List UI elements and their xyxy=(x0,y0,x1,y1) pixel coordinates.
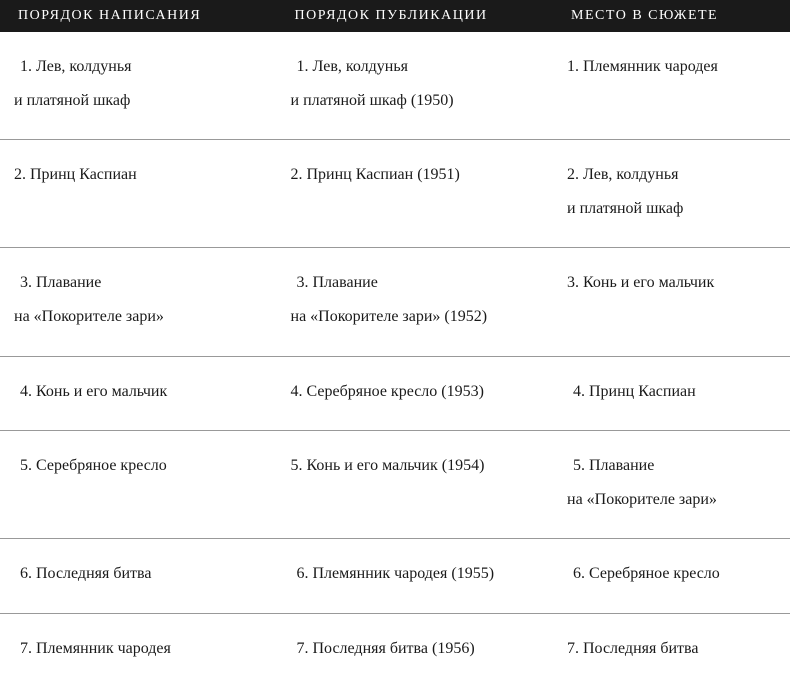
cell-line: 5. Плавание xyxy=(567,449,776,483)
cell-publication: 4. Серебряное кресло (1953) xyxy=(277,356,554,431)
cell-plot: 5. Плавание на «Покорителе зари» xyxy=(553,431,790,539)
cell-line: 7. Племянник чародея xyxy=(14,632,263,666)
cell-line: 1. Лев, колдунья xyxy=(14,50,263,84)
cell-plot: 6. Серебряное кресло xyxy=(553,539,790,614)
cell-publication: 1. Лев, колдунья и платяной шкаф (1950) xyxy=(277,32,554,140)
cell-plot: 7. Последняя битва xyxy=(553,613,790,687)
table-body: 1. Лев, колдунья и платяной шкаф 1. Лев,… xyxy=(0,32,790,688)
table-row: 4. Конь и его мальчик 4. Серебряное крес… xyxy=(0,356,790,431)
cell-line: на «Покорителе зари» (1952) xyxy=(291,300,540,334)
table-row: 6. Последняя битва 6. Племянник чародея … xyxy=(0,539,790,614)
header-plot-order: МЕСТО В СЮЖЕТЕ xyxy=(553,0,790,32)
cell-line: 3. Плавание xyxy=(291,266,540,300)
cell-line: 3. Конь и его мальчик xyxy=(567,266,776,300)
cell-publication: 2. Принц Каспиан (1951) xyxy=(277,140,554,248)
cell-line: 5. Конь и его мальчик (1954) xyxy=(291,449,540,483)
cell-line: 1. Лев, колдунья xyxy=(291,50,540,84)
cell-publication: 6. Племянник чародея (1955) xyxy=(277,539,554,614)
cell-writing: 3. Плавание на «Покорителе зари» xyxy=(0,248,277,356)
cell-line: на «Покорителе зари» xyxy=(567,483,776,517)
cell-publication: 5. Конь и его мальчик (1954) xyxy=(277,431,554,539)
table-row: 1. Лев, колдунья и платяной шкаф 1. Лев,… xyxy=(0,32,790,140)
cell-line: 2. Лев, колдунья xyxy=(567,158,776,192)
header-writing-order: ПОРЯДОК НАПИСАНИЯ xyxy=(0,0,277,32)
cell-publication: 3. Плавание на «Покорителе зари» (1952) xyxy=(277,248,554,356)
cell-writing: 7. Племянник чародея xyxy=(0,613,277,687)
cell-writing: 1. Лев, колдунья и платяной шкаф xyxy=(0,32,277,140)
cell-line: 1. Племянник чародея xyxy=(567,50,776,84)
cell-line: 4. Серебряное кресло (1953) xyxy=(291,375,540,409)
cell-line: 5. Серебряное кресло xyxy=(14,449,263,483)
table-row: 2. Принц Каспиан 2. Принц Каспиан (1951)… xyxy=(0,140,790,248)
cell-line: на «Покорителе зари» xyxy=(14,300,263,334)
cell-plot: 1. Племянник чародея xyxy=(553,32,790,140)
cell-publication: 7. Последняя битва (1956) xyxy=(277,613,554,687)
cell-line: и платяной шкаф xyxy=(567,192,776,226)
cell-line: 4. Конь и его мальчик xyxy=(14,375,263,409)
cell-line: 7. Последняя битва xyxy=(567,632,776,666)
cell-writing: 5. Серебряное кресло xyxy=(0,431,277,539)
cell-line: 3. Плавание xyxy=(14,266,263,300)
cell-plot: 4. Принц Каспиан xyxy=(553,356,790,431)
cell-line: 7. Последняя битва (1956) xyxy=(291,632,540,666)
cell-line: 6. Последняя битва xyxy=(14,557,263,591)
cell-line: 2. Принц Каспиан (1951) xyxy=(291,158,540,192)
cell-line: 6. Племянник чародея (1955) xyxy=(291,557,540,591)
cell-line: 6. Серебряное кресло xyxy=(567,557,776,591)
cell-writing: 6. Последняя битва xyxy=(0,539,277,614)
cell-line: и платяной шкаф xyxy=(14,84,263,118)
cell-plot: 3. Конь и его мальчик xyxy=(553,248,790,356)
table-row: 3. Плавание на «Покорителе зари» 3. Плав… xyxy=(0,248,790,356)
cell-line: и платяной шкаф (1950) xyxy=(291,84,540,118)
cell-line: 2. Принц Каспиан xyxy=(14,158,263,192)
cell-writing: 2. Принц Каспиан xyxy=(0,140,277,248)
cell-plot: 2. Лев, колдунья и платяной шкаф xyxy=(553,140,790,248)
narnia-order-table: ПОРЯДОК НАПИСАНИЯ ПОРЯДОК ПУБЛИКАЦИИ МЕС… xyxy=(0,0,790,688)
cell-writing: 4. Конь и его мальчик xyxy=(0,356,277,431)
table-header-row: ПОРЯДОК НАПИСАНИЯ ПОРЯДОК ПУБЛИКАЦИИ МЕС… xyxy=(0,0,790,32)
table-row: 5. Серебряное кресло 5. Конь и его мальч… xyxy=(0,431,790,539)
cell-line: 4. Принц Каспиан xyxy=(567,375,776,409)
table-row: 7. Племянник чародея 7. Последняя битва … xyxy=(0,613,790,687)
header-publication-order: ПОРЯДОК ПУБЛИКАЦИИ xyxy=(277,0,554,32)
